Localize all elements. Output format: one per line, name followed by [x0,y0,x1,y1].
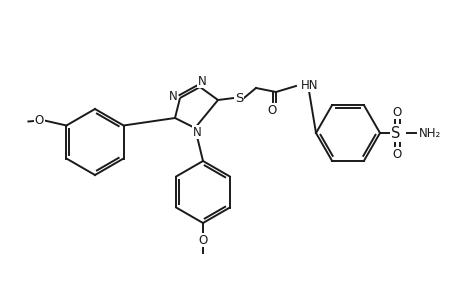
Text: O: O [392,148,401,160]
Text: O: O [35,114,44,127]
Text: O: O [267,103,276,116]
Text: N: N [168,89,177,103]
Text: S: S [391,125,400,140]
Text: HN: HN [300,79,318,92]
Text: O: O [35,113,44,126]
Text: N: N [192,125,201,139]
Text: O: O [392,106,401,118]
Text: NH₂: NH₂ [418,127,440,140]
Text: O: O [198,233,207,247]
Text: S: S [234,92,243,104]
Text: N: N [197,74,206,88]
